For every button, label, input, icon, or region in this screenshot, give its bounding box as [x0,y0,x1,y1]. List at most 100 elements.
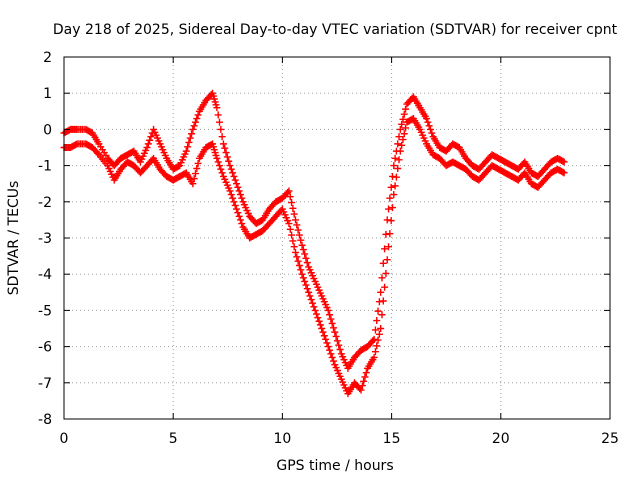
data-point [285,187,293,195]
data-point [298,241,306,249]
data-point [362,369,370,377]
data-point [231,201,239,209]
data-point [370,335,378,343]
y-axis-ticks: -8 -7 -6 -5 -4 -3 -2 -1 0 1 2 [38,50,610,428]
data-point [143,144,151,151]
data-point [326,311,334,319]
data-point [373,342,381,350]
x-tick-label: 10 [273,431,291,447]
data-point [377,288,385,296]
data-point [146,136,154,144]
data-point [238,220,246,228]
x-tick-label: 25 [601,431,619,447]
data-point [400,130,408,138]
data-point [326,346,334,354]
data-point [303,285,311,293]
data-point [303,259,311,267]
data-point [391,182,399,190]
data-point [324,306,332,314]
data-point [560,169,568,177]
data-point [236,216,244,224]
y-tick-label: 0 [43,122,52,138]
data-point [292,216,300,224]
data-point [235,212,243,220]
data-point [302,281,310,289]
data-point [386,194,394,202]
data-point [185,138,193,146]
data-point [332,332,340,340]
data-point [234,209,242,217]
data-point [387,217,395,225]
y-tick-label: -2 [38,195,52,211]
data-point [190,122,198,130]
data-point [385,205,393,213]
data-point [385,243,393,251]
data-point [399,136,407,144]
data-point [387,183,395,191]
data-point [190,175,198,183]
data-point [299,246,307,254]
data-point [306,292,314,300]
data-point [191,118,199,126]
data-point [398,141,406,149]
data-point [288,231,296,239]
data-point [297,266,305,274]
data-point [373,317,381,325]
data-point [289,204,297,212]
data-point [386,230,394,238]
data-point [174,162,182,170]
data-point [238,194,246,202]
data-point [216,162,224,170]
data-point [330,357,338,365]
data-point [336,345,344,353]
data-point [305,288,313,296]
data-point [396,125,404,133]
data-point [402,105,410,113]
data-point [144,140,152,148]
data-point [327,315,335,323]
data-point [218,169,226,177]
data-point [315,317,323,325]
x-axis-label: GPS time / hours [276,458,393,474]
data-point [233,180,241,188]
data-point [428,129,436,137]
data-point [319,328,327,336]
data-point [233,205,241,213]
data-point [229,194,237,202]
data-point [328,319,336,327]
data-point [222,149,230,157]
data-point [378,274,386,282]
data-point [290,243,298,251]
data-point [189,180,197,188]
data-point [147,133,155,141]
data-point [402,124,410,132]
data-point [388,204,396,212]
data-point [189,125,197,133]
data-point [328,353,336,361]
data-point [333,337,341,345]
data-point [392,173,400,181]
data-point [221,144,229,152]
data-point [396,147,404,155]
data-point [229,169,237,177]
data-point [311,306,319,314]
data-point [330,324,338,332]
data-point [293,253,301,261]
data-point [424,118,432,126]
data-point [295,262,303,270]
data-point [395,133,403,141]
data-point [323,339,331,347]
data-point [360,377,368,385]
data-point [361,373,369,381]
data-point [390,191,398,199]
data-point [236,191,244,199]
data-point [371,326,379,334]
data-point [218,133,226,141]
x-axis-ticks: 0 5 10 15 20 25 [60,57,619,447]
data-point [227,165,235,173]
data-point [225,157,233,165]
data-point [289,237,297,245]
data-point [374,307,382,315]
data-point [560,158,568,166]
data-point [298,270,306,278]
